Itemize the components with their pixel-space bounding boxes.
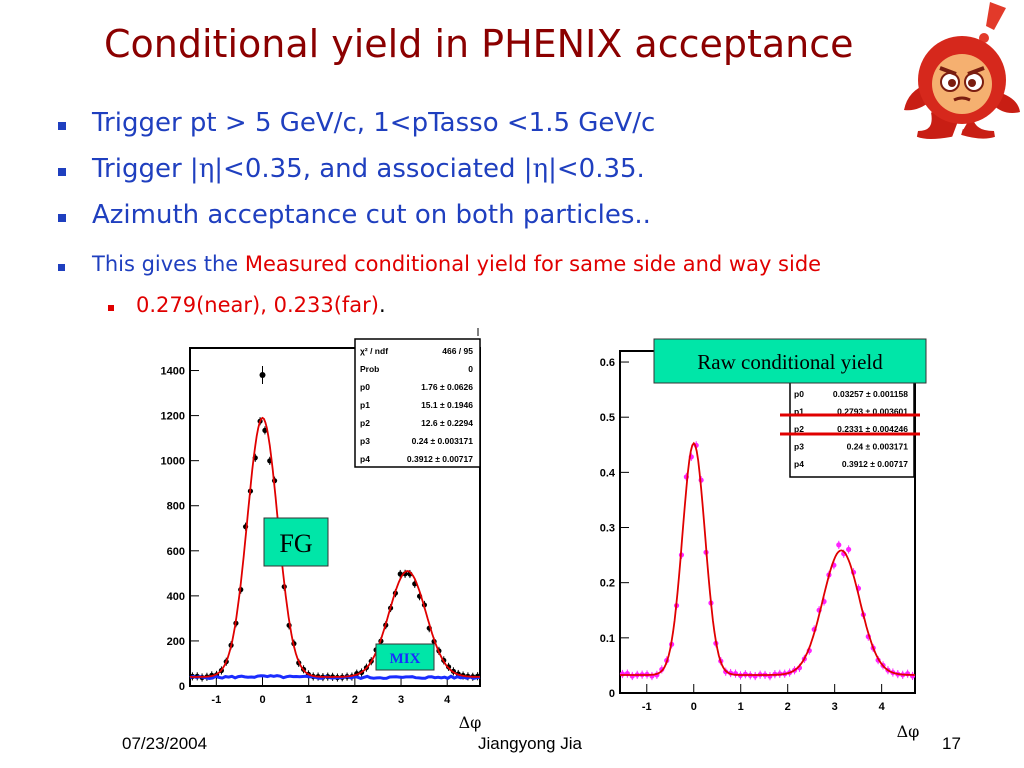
mascot-mouth <box>953 96 971 102</box>
stats-value: 15.1 ± 0.1946 <box>421 400 473 410</box>
y-tick-label: 0.2 <box>600 578 615 590</box>
stats-key: p0 <box>360 382 370 392</box>
raw-label-box <box>653 338 927 384</box>
stats-value: 0.2793 ± 0.003601 <box>837 407 908 417</box>
stats-value: 12.6 ± 0.2294 <box>421 418 473 428</box>
sub-bullet-yield-values: 0.279(near), 0.233(far). <box>136 293 386 317</box>
x-tick-label: 4 <box>879 701 886 713</box>
y-tick-label: 1000 <box>161 456 185 468</box>
slide-title: Conditional yield in PHENIX acceptance <box>104 22 854 66</box>
y-tick-label: 0.6 <box>600 357 615 369</box>
stats-value: 0.3912 ± 0.00717 <box>842 459 908 469</box>
mascot-feet <box>916 111 995 139</box>
x-tick-label: 4 <box>444 694 451 706</box>
y-tick-label: 600 <box>167 546 185 558</box>
fg-label-box <box>263 517 329 567</box>
stats-value: 1.76 ± 0.0626 <box>421 382 473 392</box>
fit-curve <box>620 441 915 676</box>
stats-box <box>789 380 915 478</box>
mascot-pupil-left <box>948 79 956 87</box>
bullet-measured-yield: This gives the Measured conditional yiel… <box>92 252 822 276</box>
stats-key: p4 <box>794 459 804 469</box>
stats-key: p4 <box>360 454 370 464</box>
x-tick-label: -1 <box>211 694 221 706</box>
stats-key: p1 <box>360 400 370 410</box>
y-tick-label: 0 <box>609 688 615 700</box>
bullet-marker <box>58 168 66 176</box>
stats-box-rows: p0 0.03257 ± 0.001158 p1 0.2793 ± 0.003601 p… <box>794 389 908 469</box>
y-tick-label: 800 <box>167 501 185 513</box>
stats-value: 0 <box>468 364 473 374</box>
x-tick-label: 1 <box>738 701 744 713</box>
x-tick-label: 0 <box>691 701 697 713</box>
bullet-marker <box>58 122 66 130</box>
y-tick-label: 1400 <box>161 366 185 378</box>
exclamation-dot-icon <box>979 33 989 43</box>
stats-key: p2 <box>794 424 804 434</box>
bullet-trigger-eta: Trigger |η|<0.35, and associated |η|<0.3… <box>92 154 645 184</box>
stats-key: p0 <box>794 389 804 399</box>
fg-label: FG <box>279 529 312 558</box>
stats-value: 0.24 ± 0.003171 <box>847 442 909 452</box>
data-point <box>836 542 842 548</box>
plot-marks <box>189 366 481 682</box>
stats-box-rows: χ² / ndf 466 / 95 Prob 0 p0 1.76 ± 0.0626 p1 15… <box>360 346 473 464</box>
mix-label: MIX <box>390 651 421 667</box>
x-tick-label: 3 <box>832 701 838 713</box>
mascot-brows <box>939 66 985 76</box>
stats-value: 0.24 ± 0.003171 <box>412 436 474 446</box>
x-tick-label: 1 <box>306 694 312 706</box>
y-tick-label: 1200 <box>161 411 185 423</box>
stats-key: p3 <box>794 442 804 452</box>
x-tick-label: 2 <box>785 701 791 713</box>
footer-page: 17 <box>942 734 961 753</box>
footer-author: Jiangyong Jia <box>478 734 582 753</box>
stats-key: p1 <box>794 407 804 417</box>
y-tick-label: 200 <box>167 636 185 648</box>
stats-key: p3 <box>360 436 370 446</box>
axes: -1 0 1 2 3 4 0 0.1 0.2 0.3 0.4 0.5 0.6 <box>600 357 886 713</box>
x-tick-label: 2 <box>352 694 358 706</box>
x-tick-label: -1 <box>642 701 652 713</box>
raw-label: Raw conditional yield <box>697 350 883 374</box>
y-tick-label: 0.5 <box>600 412 615 424</box>
outlier-point <box>259 372 266 379</box>
stats-key: χ² / ndf <box>360 346 388 356</box>
mascot-pupil-right <box>968 79 976 87</box>
bullet-marker <box>58 264 65 271</box>
y-tick-label: 0.1 <box>600 633 615 645</box>
footer-date: 07/23/2004 <box>122 734 208 753</box>
stats-value: 0.2331 ± 0.004246 <box>837 424 908 434</box>
sub-bullet-marker <box>108 305 114 311</box>
exclamation-icon <box>986 2 1006 30</box>
y-tick-label: 0.4 <box>600 467 616 479</box>
stats-key: p2 <box>360 418 370 428</box>
y-tick-label: 400 <box>167 591 185 603</box>
plot-frame <box>189 347 481 687</box>
bullet-marker <box>58 214 66 222</box>
fg-chart: -1 0 1 2 3 4 0 200 400 600 800 1000 1200 1400 χ² / nd… <box>161 328 482 732</box>
x-axis-label: Δφ <box>459 713 482 732</box>
data-point <box>846 546 852 553</box>
y-tick-label: 0 <box>179 681 185 693</box>
fit-curve <box>190 416 480 678</box>
stats-box <box>354 338 481 468</box>
stats-value: 0.03257 ± 0.001158 <box>833 389 908 399</box>
mascot-logo <box>904 2 1020 139</box>
x-tick-label: 0 <box>259 694 265 706</box>
bullet-azimuth-cut: Azimuth acceptance cut on both particles… <box>92 200 651 230</box>
stats-key: Prob <box>360 364 379 374</box>
y-tick-label: 0.3 <box>600 523 615 535</box>
x-axis-label: Δφ <box>897 722 920 741</box>
raw-yield-chart: -1 0 1 2 3 4 0 0.1 0.2 0.3 0.4 0.5 0.6 p0 0.03257 ± 0… <box>600 338 927 741</box>
stats-value: 466 / 95 <box>442 346 473 356</box>
stats-value: 0.3912 ± 0.00717 <box>407 454 473 464</box>
bullet-trigger-pt: Trigger pt > 5 GeV/c, 1<pTasso <1.5 GeV/… <box>92 108 656 138</box>
x-tick-label: 3 <box>398 694 404 706</box>
plot-marks <box>619 441 916 681</box>
mix-label-box <box>375 643 435 671</box>
